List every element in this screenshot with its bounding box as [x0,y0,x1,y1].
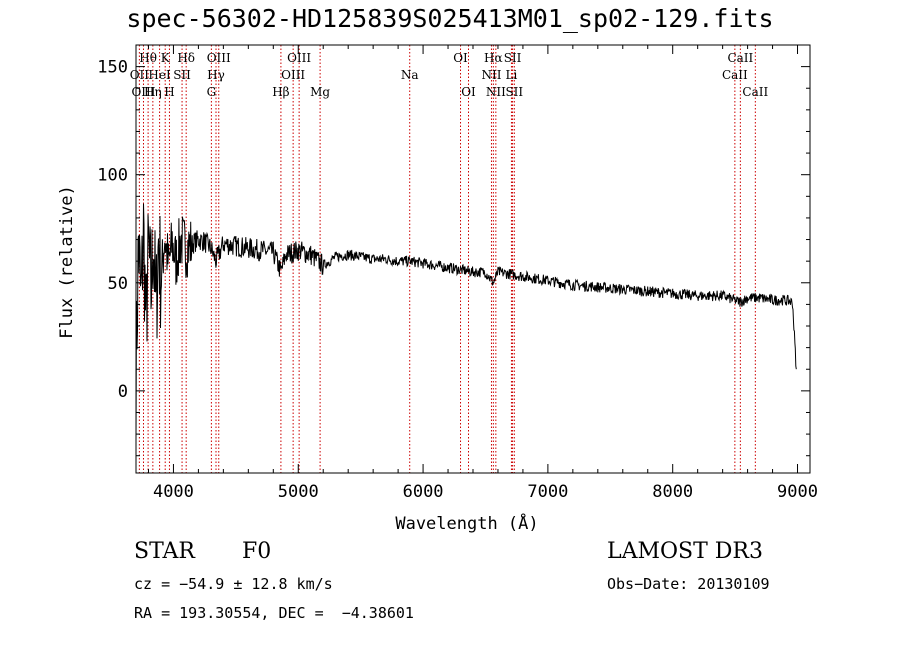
spectrum-chart: 4000 5000 6000 7000 8000 9000 0 50 100 150 Hθ K Hδ O… [57,44,818,534]
x-tick-label-8000: 8000 [652,482,693,502]
x-tick-label-7000: 7000 [527,482,568,502]
line-label-CaII: CaII [727,51,753,65]
line-label-Li: Li [506,68,518,82]
line-label-H: H [164,85,174,99]
survey-name: LAMOST DR3 [607,539,763,564]
line-label-K: K [161,51,171,65]
line-label-CaII: CaII [742,85,768,99]
chart-title: spec-56302-HD125839S025413M01_sp02-129.f… [126,4,774,33]
y-tick-label-50: 50 [108,274,128,294]
x-axis-label: Wavelength (Å) [395,512,538,534]
y-tick-label-150: 150 [97,58,128,78]
line-label-Mg: Mg [310,85,330,99]
axis-ticks: 4000 5000 6000 7000 8000 9000 0 50 100 150 [97,45,818,502]
line-label-Hβ: Hβ [272,85,289,99]
line-label-NII: NII [481,68,501,82]
line-label-SII: SII [504,51,522,65]
line-label-OIII: OIII [131,85,155,99]
line-label-OIII: OIII [207,51,231,65]
line-label-OII: OII [130,68,150,82]
line-label-OIII: OIII [287,51,311,65]
line-label-Hθ: Hθ [139,51,157,65]
plot-frame [135,44,811,474]
coordinates: RA = 193.30554, DEC = −4.38601 [134,604,414,622]
line-label-CaII: CaII [722,68,748,82]
line-label-SII: SII [173,68,191,82]
line-label-SII: SII [505,85,523,99]
y-axis-label: Flux (relative) [57,185,77,339]
line-label-OIII: OIII [281,68,305,82]
line-label-Hη: Hη [144,85,162,99]
line-label-Hγ: Hγ [207,68,225,82]
line-label-G: G [207,85,217,99]
emission-line-markers [138,45,756,473]
x-tick-label-5000: 5000 [278,482,319,502]
x-tick-label-4000: 4000 [153,482,194,502]
line-label-Hδ: Hδ [177,51,195,65]
line-label-Na: Na [401,68,419,82]
observation-date: Obs−Date: 20130109 [607,575,770,593]
object-subclass: F0 [242,539,272,564]
line-label-NII: NII [486,85,506,99]
spectrum-series [135,203,797,441]
redshift-cz: cz = −54.9 ± 12.8 km/s [134,575,333,593]
x-tick-label-6000: 6000 [403,482,444,502]
x-tick-label-9000: 9000 [777,482,818,502]
line-label-Hα: Hα [484,51,503,65]
line-label-OI: OI [453,51,468,65]
line-label-OI: OI [461,85,476,99]
spectrum-line [135,203,797,441]
object-class: STAR [134,539,195,564]
line-label-HeI: HeI [148,68,171,82]
y-tick-label-100: 100 [97,166,128,186]
y-tick-label-0: 0 [118,382,128,402]
